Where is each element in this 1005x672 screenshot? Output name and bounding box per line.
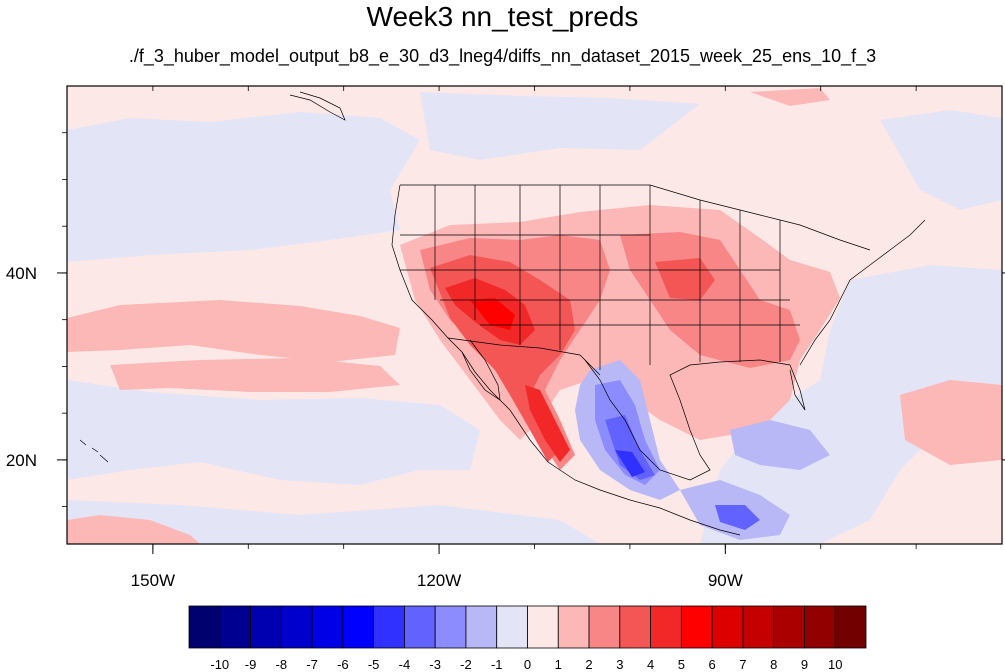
colorbar-label: -1 — [491, 657, 503, 672]
contour-pos1-pacific-band — [67, 300, 400, 362]
colorbar-swatch — [342, 605, 375, 649]
colorbar-swatch — [834, 605, 867, 649]
colorbar-swatch — [465, 605, 498, 649]
colorbar-label: 3 — [616, 657, 623, 672]
colorbar-swatch — [434, 605, 467, 649]
colorbar-swatch — [373, 605, 405, 649]
contour-neg4-mexico — [605, 415, 655, 480]
contour-neg5-mexico — [615, 450, 645, 477]
colorbar: -10 -9 -8 -7 -6 -5 -4 -3 -2 -1 0 1 2 3 4 5 6 7 8 9 10 — [188, 605, 867, 672]
colorbar-label: -8 — [276, 657, 288, 672]
colorbar-label: 10 — [828, 657, 842, 672]
colorbar-swatch — [219, 605, 251, 649]
colorbar-swatch — [742, 605, 775, 649]
contour-neg1-subtropical-pacific — [67, 380, 480, 485]
colorbar-label: 5 — [678, 657, 685, 672]
contour-neg1-tropical-pacific — [67, 500, 600, 544]
border-us-mexico — [447, 337, 601, 376]
coastline-hawaii — [79, 439, 109, 463]
contour-pos1-north — [750, 88, 830, 106]
colorbar-swatch — [773, 605, 805, 649]
coastline-east — [799, 219, 926, 366]
axis-ticks — [57, 86, 1005, 554]
contour-field — [67, 88, 1002, 544]
colorbar-swatch — [588, 605, 621, 649]
colorbar-label: -4 — [399, 657, 411, 672]
coastlines — [79, 91, 926, 536]
contour-pos1-pacific-band2 — [110, 358, 400, 392]
contour-neg1-north-pacific — [67, 112, 420, 262]
colorbar-swatch — [680, 605, 713, 649]
colorbar-label: 4 — [647, 657, 654, 672]
colorbar-swatch — [496, 605, 528, 649]
colorbar-label: -10 — [210, 657, 229, 672]
colorbar-swatch — [619, 605, 651, 649]
chart-title: Week3 nn_test_preds — [366, 1, 639, 32]
coastline-gulf — [584, 359, 806, 481]
colorbar-label: 1 — [555, 657, 562, 672]
lon-tick-label: 150W — [131, 571, 175, 590]
chart-subtitle: ./f_3_huber_model_output_b8_e_30_d3_lneg… — [128, 46, 877, 66]
contour-neg1-atlantic — [700, 265, 1002, 544]
colorbar-label: 9 — [801, 657, 808, 672]
colorbar-swatch — [650, 605, 682, 649]
colorbar-swatch — [711, 605, 744, 649]
colorbar-label: -5 — [368, 657, 380, 672]
contour-neg1-gulf-alaska — [420, 92, 700, 160]
colorbar-swatch — [804, 605, 836, 649]
lon-tick-label: 90W — [708, 571, 743, 590]
colorbar-label: -7 — [306, 657, 318, 672]
contour-pos1-atlantic-east — [900, 380, 1002, 465]
colorbar-label: 6 — [709, 657, 716, 672]
contour-pos5-core — [470, 298, 515, 330]
coastline-alaska — [289, 91, 346, 121]
contour-pos1-west-pacific — [67, 515, 200, 544]
colorbar-label: 7 — [739, 657, 746, 672]
axis-labels: 150W 120W 90W 40N 20N — [6, 264, 743, 590]
colorbar-swatch — [280, 605, 313, 649]
contour-neg2-caribbean — [730, 420, 830, 470]
colorbar-label: -6 — [337, 657, 349, 672]
lon-tick-label: 120W — [417, 571, 461, 590]
contour-neg1-labrador — [880, 110, 1002, 210]
lat-tick-label: 20N — [6, 451, 37, 470]
colorbar-label: -2 — [460, 657, 472, 672]
colorbar-swatch — [188, 605, 221, 649]
colorbar-label: 2 — [585, 657, 592, 672]
colorbar-swatch — [557, 605, 590, 649]
colorbar-label: -9 — [245, 657, 257, 672]
colorbar-label: -3 — [429, 657, 441, 672]
colorbar-swatch — [250, 605, 282, 649]
coastline-baja — [461, 339, 501, 401]
contour-pos4-mexico-coast — [525, 385, 570, 462]
colorbar-label: 0 — [524, 657, 531, 672]
contour-neg4-guatemala — [715, 505, 760, 530]
state-lines — [400, 185, 800, 370]
colorbar-swatch — [404, 605, 436, 649]
colorbar-label: 8 — [770, 657, 777, 672]
colorbar-swatch — [527, 605, 559, 649]
colorbar-swatch — [311, 605, 344, 649]
lat-tick-label: 40N — [6, 264, 37, 283]
